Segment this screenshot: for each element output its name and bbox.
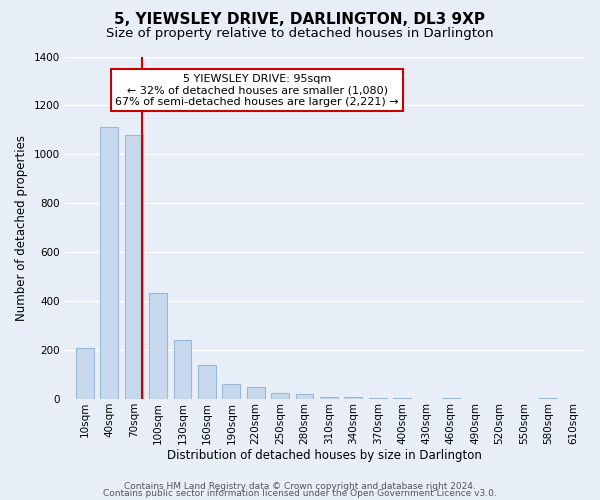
Bar [320, 396, 338, 399]
Text: Size of property relative to detached houses in Darlington: Size of property relative to detached ho… [106, 28, 494, 40]
Bar [271, 393, 289, 399]
Bar [539, 398, 557, 399]
Bar [149, 292, 167, 399]
Bar [173, 340, 191, 399]
Bar [369, 398, 386, 399]
Bar [198, 365, 216, 399]
Bar [442, 398, 460, 399]
X-axis label: Distribution of detached houses by size in Darlington: Distribution of detached houses by size … [167, 450, 482, 462]
Text: Contains HM Land Registry data © Crown copyright and database right 2024.: Contains HM Land Registry data © Crown c… [124, 482, 476, 491]
Bar [76, 348, 94, 399]
Y-axis label: Number of detached properties: Number of detached properties [15, 135, 28, 321]
Text: 5 YIEWSLEY DRIVE: 95sqm
← 32% of detached houses are smaller (1,080)
67% of semi: 5 YIEWSLEY DRIVE: 95sqm ← 32% of detache… [115, 74, 399, 107]
Bar [247, 387, 265, 399]
Bar [223, 384, 240, 399]
Bar [344, 396, 362, 399]
Bar [125, 135, 143, 399]
Bar [100, 128, 118, 399]
Bar [393, 398, 411, 399]
Bar [296, 394, 313, 399]
Text: 5, YIEWSLEY DRIVE, DARLINGTON, DL3 9XP: 5, YIEWSLEY DRIVE, DARLINGTON, DL3 9XP [115, 12, 485, 28]
Text: Contains public sector information licensed under the Open Government Licence v3: Contains public sector information licen… [103, 490, 497, 498]
